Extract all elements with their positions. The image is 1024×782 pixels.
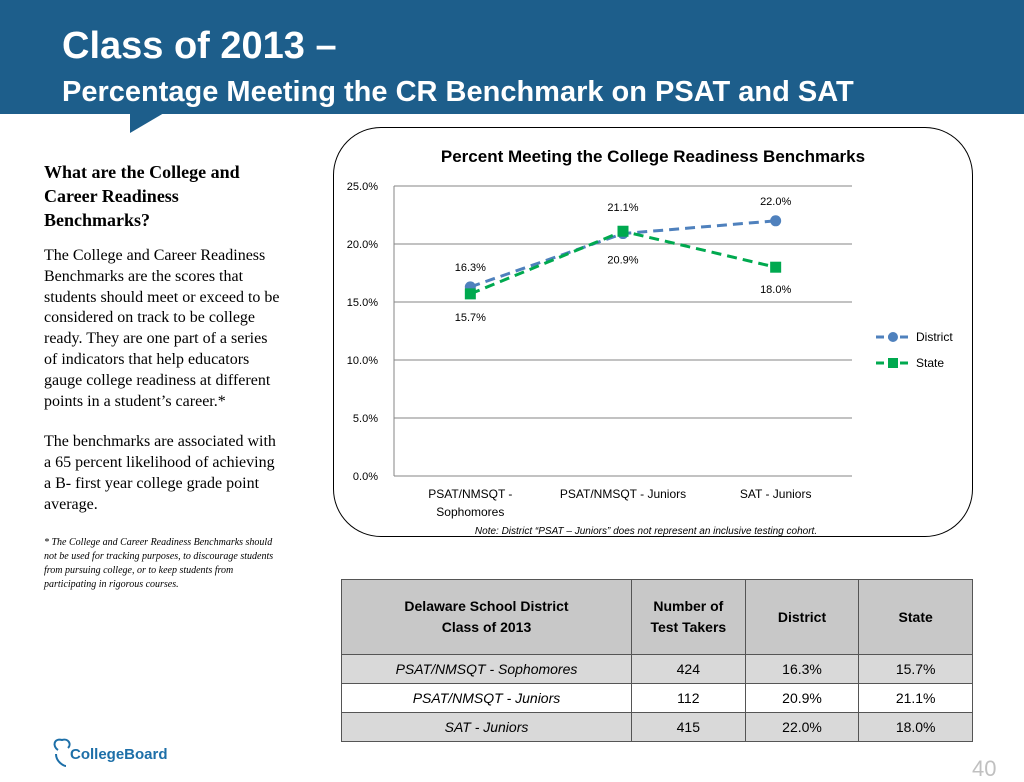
state-point [617, 225, 629, 237]
data-label: 22.0% [760, 196, 791, 208]
sidebar-paragraph-1: The College and Career Readiness Benchma… [44, 247, 280, 410]
legend-marker [888, 332, 898, 342]
table-row-label: PSAT/NMSQT - Juniors [341, 683, 632, 713]
chart-note: Note: District “PSAT – Juniors” does not… [475, 526, 817, 536]
data-label: 20.9% [607, 255, 638, 267]
x-tick-label: PSAT/NMSQT - Juniors [560, 487, 686, 501]
sidebar-heading: What are the College and Career Readines… [44, 162, 240, 230]
title-banner [0, 0, 1024, 114]
table-row-label: PSAT/NMSQT - Sophomores [341, 654, 632, 684]
logo-text: CollegeBoard [70, 746, 168, 763]
page-number: 40 [972, 756, 997, 781]
data-label: 16.3% [455, 262, 486, 274]
table-cell: 112 [630, 683, 746, 713]
table-cell: 15.7% [858, 654, 973, 684]
sidebar-footnote: * The College and Career Readiness Bench… [44, 536, 274, 590]
legend-label: State [916, 356, 944, 370]
table-cell: 18.0% [858, 712, 973, 742]
table-row-label: SAT - Juniors [341, 712, 632, 742]
table-cell: 424 [630, 654, 746, 684]
table-row: SAT - Juniors 415 22.0% 18.0% [341, 712, 973, 742]
y-tick-label: 5.0% [353, 413, 378, 425]
table-header-cell: Delaware School District Class of 2013 [341, 579, 632, 655]
sidebar-paragraph-2: The benchmarks are associated with a 65 … [44, 433, 276, 513]
table-header-cell: District [744, 579, 860, 655]
table-cell: 415 [630, 712, 746, 742]
acorn-icon [53, 738, 71, 767]
table-header-cell: State [858, 579, 973, 655]
y-tick-label: 10.0% [347, 355, 378, 367]
chart-panel: Percent Meeting the College Readiness Be… [333, 127, 973, 537]
y-tick-label: 20.0% [347, 239, 378, 251]
x-tick-label: PSAT/NMSQT - [428, 487, 512, 501]
table-row: PSAT/NMSQT - Sophomores 424 16.3% 15.7% [341, 654, 973, 684]
collegeboard-logo: CollegeBoard [50, 736, 180, 768]
table-header-row: Delaware School District Class of 2013 Nu… [341, 579, 973, 655]
state-point [770, 261, 782, 273]
legend-label: District [916, 330, 953, 344]
state-point [464, 288, 476, 300]
table-cell: 20.9% [744, 683, 860, 713]
slide-title: Class of 2013 – [62, 25, 337, 67]
x-tick-label: Sophomores [436, 505, 504, 519]
table-cell: 22.0% [744, 712, 860, 742]
data-label: 18.0% [760, 284, 791, 296]
y-tick-label: 25.0% [347, 181, 378, 193]
slide-subtitle: Percentage Meeting the CR Benchmark on P… [62, 76, 854, 108]
results-table: Delaware School District Class of 2013 Nu… [341, 579, 973, 742]
line-chart: Percent Meeting the College Readiness Be… [347, 147, 954, 536]
district-point [770, 215, 782, 227]
x-tick-label: SAT - Juniors [740, 487, 812, 501]
table-row: PSAT/NMSQT - Juniors 112 20.9% 21.1% [341, 683, 973, 713]
table-cell: 16.3% [744, 654, 860, 684]
sidebar: What are the College and Career Readines… [44, 160, 280, 592]
table-cell: 21.1% [858, 683, 973, 713]
legend-marker [888, 358, 898, 368]
data-label: 15.7% [455, 312, 486, 324]
table-header-cell: Number of Test Takers [630, 579, 746, 655]
chart-title: Percent Meeting the College Readiness Be… [441, 147, 865, 166]
data-label: 21.1% [607, 202, 638, 214]
y-tick-label: 15.0% [347, 297, 378, 309]
y-tick-label: 0.0% [353, 471, 378, 483]
banner-notch [130, 113, 164, 133]
